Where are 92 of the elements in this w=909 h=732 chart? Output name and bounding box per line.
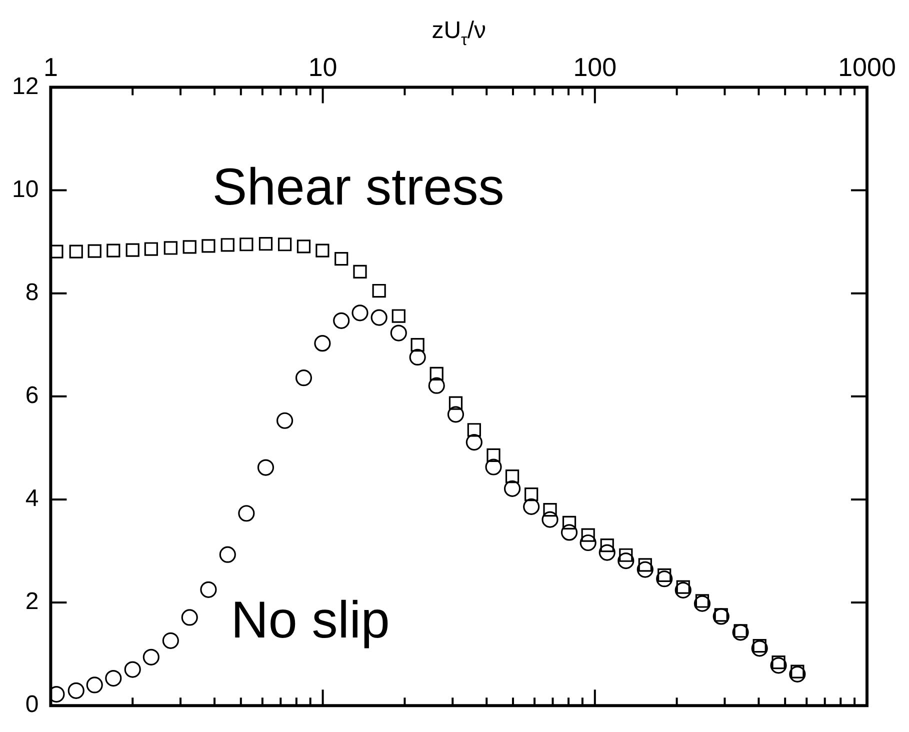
x-tick-label: 10 bbox=[308, 52, 338, 82]
point bbox=[295, 370, 312, 386]
point bbox=[636, 561, 654, 578]
y-tick-label: 4 bbox=[25, 485, 39, 512]
y-tick-label: 6 bbox=[25, 382, 39, 410]
point bbox=[392, 309, 406, 323]
point bbox=[524, 488, 538, 502]
point bbox=[430, 366, 444, 381]
point bbox=[105, 670, 122, 687]
x-tick-label: 1000 bbox=[838, 52, 896, 82]
point bbox=[770, 657, 787, 674]
point bbox=[466, 434, 482, 451]
point bbox=[409, 348, 426, 366]
point bbox=[695, 594, 710, 608]
point bbox=[618, 552, 634, 570]
point bbox=[712, 608, 730, 625]
point bbox=[658, 568, 672, 582]
point bbox=[353, 264, 367, 278]
point bbox=[656, 570, 673, 588]
point bbox=[86, 676, 103, 694]
point bbox=[144, 242, 158, 256]
point bbox=[238, 505, 255, 522]
y-tick-label: 0 bbox=[25, 691, 39, 718]
point bbox=[751, 640, 768, 657]
point bbox=[372, 284, 386, 298]
point bbox=[181, 609, 198, 626]
point bbox=[164, 241, 178, 255]
point bbox=[88, 244, 102, 258]
point bbox=[240, 238, 254, 252]
point bbox=[560, 524, 578, 541]
point bbox=[790, 664, 804, 678]
x-tick-label: 100 bbox=[573, 52, 617, 82]
point bbox=[316, 244, 330, 258]
point bbox=[581, 528, 595, 542]
y-tick-label: 2 bbox=[25, 588, 39, 616]
point bbox=[126, 243, 140, 257]
point bbox=[448, 396, 463, 410]
point bbox=[580, 534, 596, 552]
point bbox=[447, 406, 464, 423]
legend-label: Shear stress bbox=[212, 158, 504, 217]
y-tick-label: 8 bbox=[25, 278, 39, 306]
x-tick-label: 1 bbox=[43, 52, 58, 82]
point bbox=[142, 648, 160, 666]
point bbox=[106, 244, 120, 258]
point bbox=[542, 511, 558, 528]
point bbox=[714, 608, 728, 622]
y-tick-label: 12 bbox=[12, 72, 39, 100]
point bbox=[676, 580, 690, 594]
point bbox=[523, 498, 540, 515]
point bbox=[428, 377, 445, 394]
point bbox=[562, 516, 576, 530]
point bbox=[258, 237, 273, 251]
point bbox=[674, 582, 692, 598]
point bbox=[390, 324, 407, 342]
point bbox=[278, 238, 292, 252]
point bbox=[182, 240, 196, 254]
point bbox=[789, 666, 806, 682]
point bbox=[333, 312, 350, 329]
point bbox=[124, 661, 141, 678]
point bbox=[505, 469, 520, 484]
point bbox=[619, 548, 633, 562]
point bbox=[600, 538, 614, 552]
point bbox=[314, 335, 331, 352]
point bbox=[68, 682, 84, 699]
point bbox=[257, 459, 274, 476]
point bbox=[504, 480, 521, 497]
y-tick-label: 10 bbox=[12, 176, 39, 203]
point bbox=[734, 624, 748, 638]
point bbox=[162, 632, 179, 649]
point bbox=[219, 546, 236, 563]
series-label: No slip bbox=[230, 591, 390, 650]
point bbox=[202, 239, 216, 253]
point bbox=[638, 558, 652, 572]
point bbox=[694, 595, 711, 612]
point bbox=[732, 624, 749, 641]
point bbox=[352, 304, 368, 322]
point bbox=[543, 502, 557, 517]
point bbox=[486, 448, 500, 462]
point bbox=[296, 240, 311, 254]
point bbox=[752, 639, 766, 653]
point bbox=[50, 244, 64, 258]
point bbox=[485, 458, 502, 476]
point bbox=[410, 338, 424, 352]
point bbox=[220, 238, 234, 252]
point bbox=[69, 244, 83, 258]
point bbox=[370, 309, 388, 326]
point bbox=[276, 412, 294, 429]
point bbox=[772, 656, 786, 670]
point bbox=[598, 544, 616, 561]
point bbox=[334, 252, 348, 266]
point bbox=[200, 581, 217, 598]
point bbox=[467, 423, 481, 437]
